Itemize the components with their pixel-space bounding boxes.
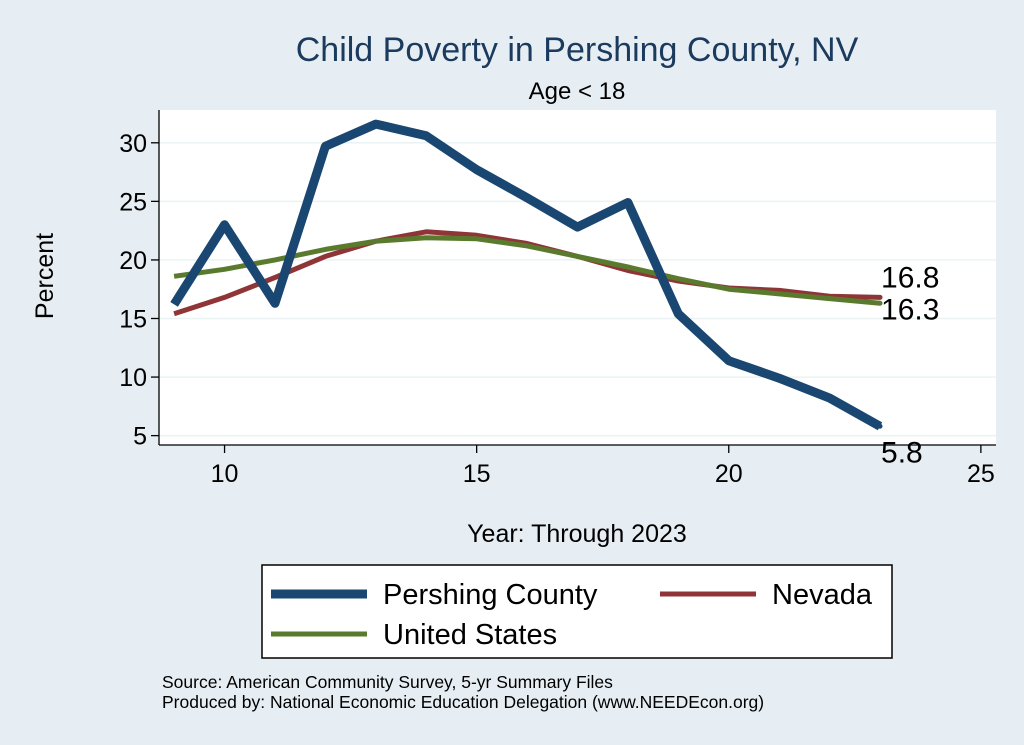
source-note: Source: American Community Survey, 5-yr … [162,672,613,692]
y-tick-label-30: 30 [119,130,147,158]
end-labels: 5.8 16.816.3 [877,261,939,469]
end-label-nevada: 16.8 [881,261,939,294]
legend-label-nevada: Nevada [772,579,873,611]
y-tick-label-20: 20 [119,247,147,275]
y-tick-label-5: 5 [133,423,147,451]
chart-title: Child Poverty in Pershing County, NV [296,31,859,69]
legend: Pershing County Nevada United States [261,564,893,659]
y-tick-label-25: 25 [119,188,147,216]
legend-label-united-states: United States [383,619,557,651]
x-tick-label-10: 10 [211,460,239,488]
end-marker-nevada [877,294,883,300]
series-lines [170,119,883,431]
chart-subtitle: Age < 18 [529,78,626,105]
y-tick-label-10: 10 [119,364,147,392]
tick-labels: 5 10 15 20 25 30 10 15 20 25 [119,130,995,488]
producer-note: Produced by: National Economic Education… [162,692,764,712]
series-line-pershing-county [170,119,883,431]
legend-label-pershing-county: Pershing County [383,579,598,611]
x-tick-label-20: 20 [715,460,743,488]
x-tick-label-25: 25 [967,460,995,488]
legend-box [261,564,893,659]
y-tick-label-15: 15 [119,305,147,333]
y-axis-label: Percent [31,233,59,319]
x-axis-label: Year: Through 2023 [467,520,687,548]
end-label-pershing-county: 5.8 [881,436,923,469]
end-marker-united-states [877,300,883,306]
end-marker-pershing-county [877,423,883,429]
plot-area [159,110,996,445]
end-label-united-states: 16.3 [881,293,939,326]
axes [151,110,996,453]
x-tick-label-15: 15 [463,460,491,488]
grid-lines [159,142,996,437]
